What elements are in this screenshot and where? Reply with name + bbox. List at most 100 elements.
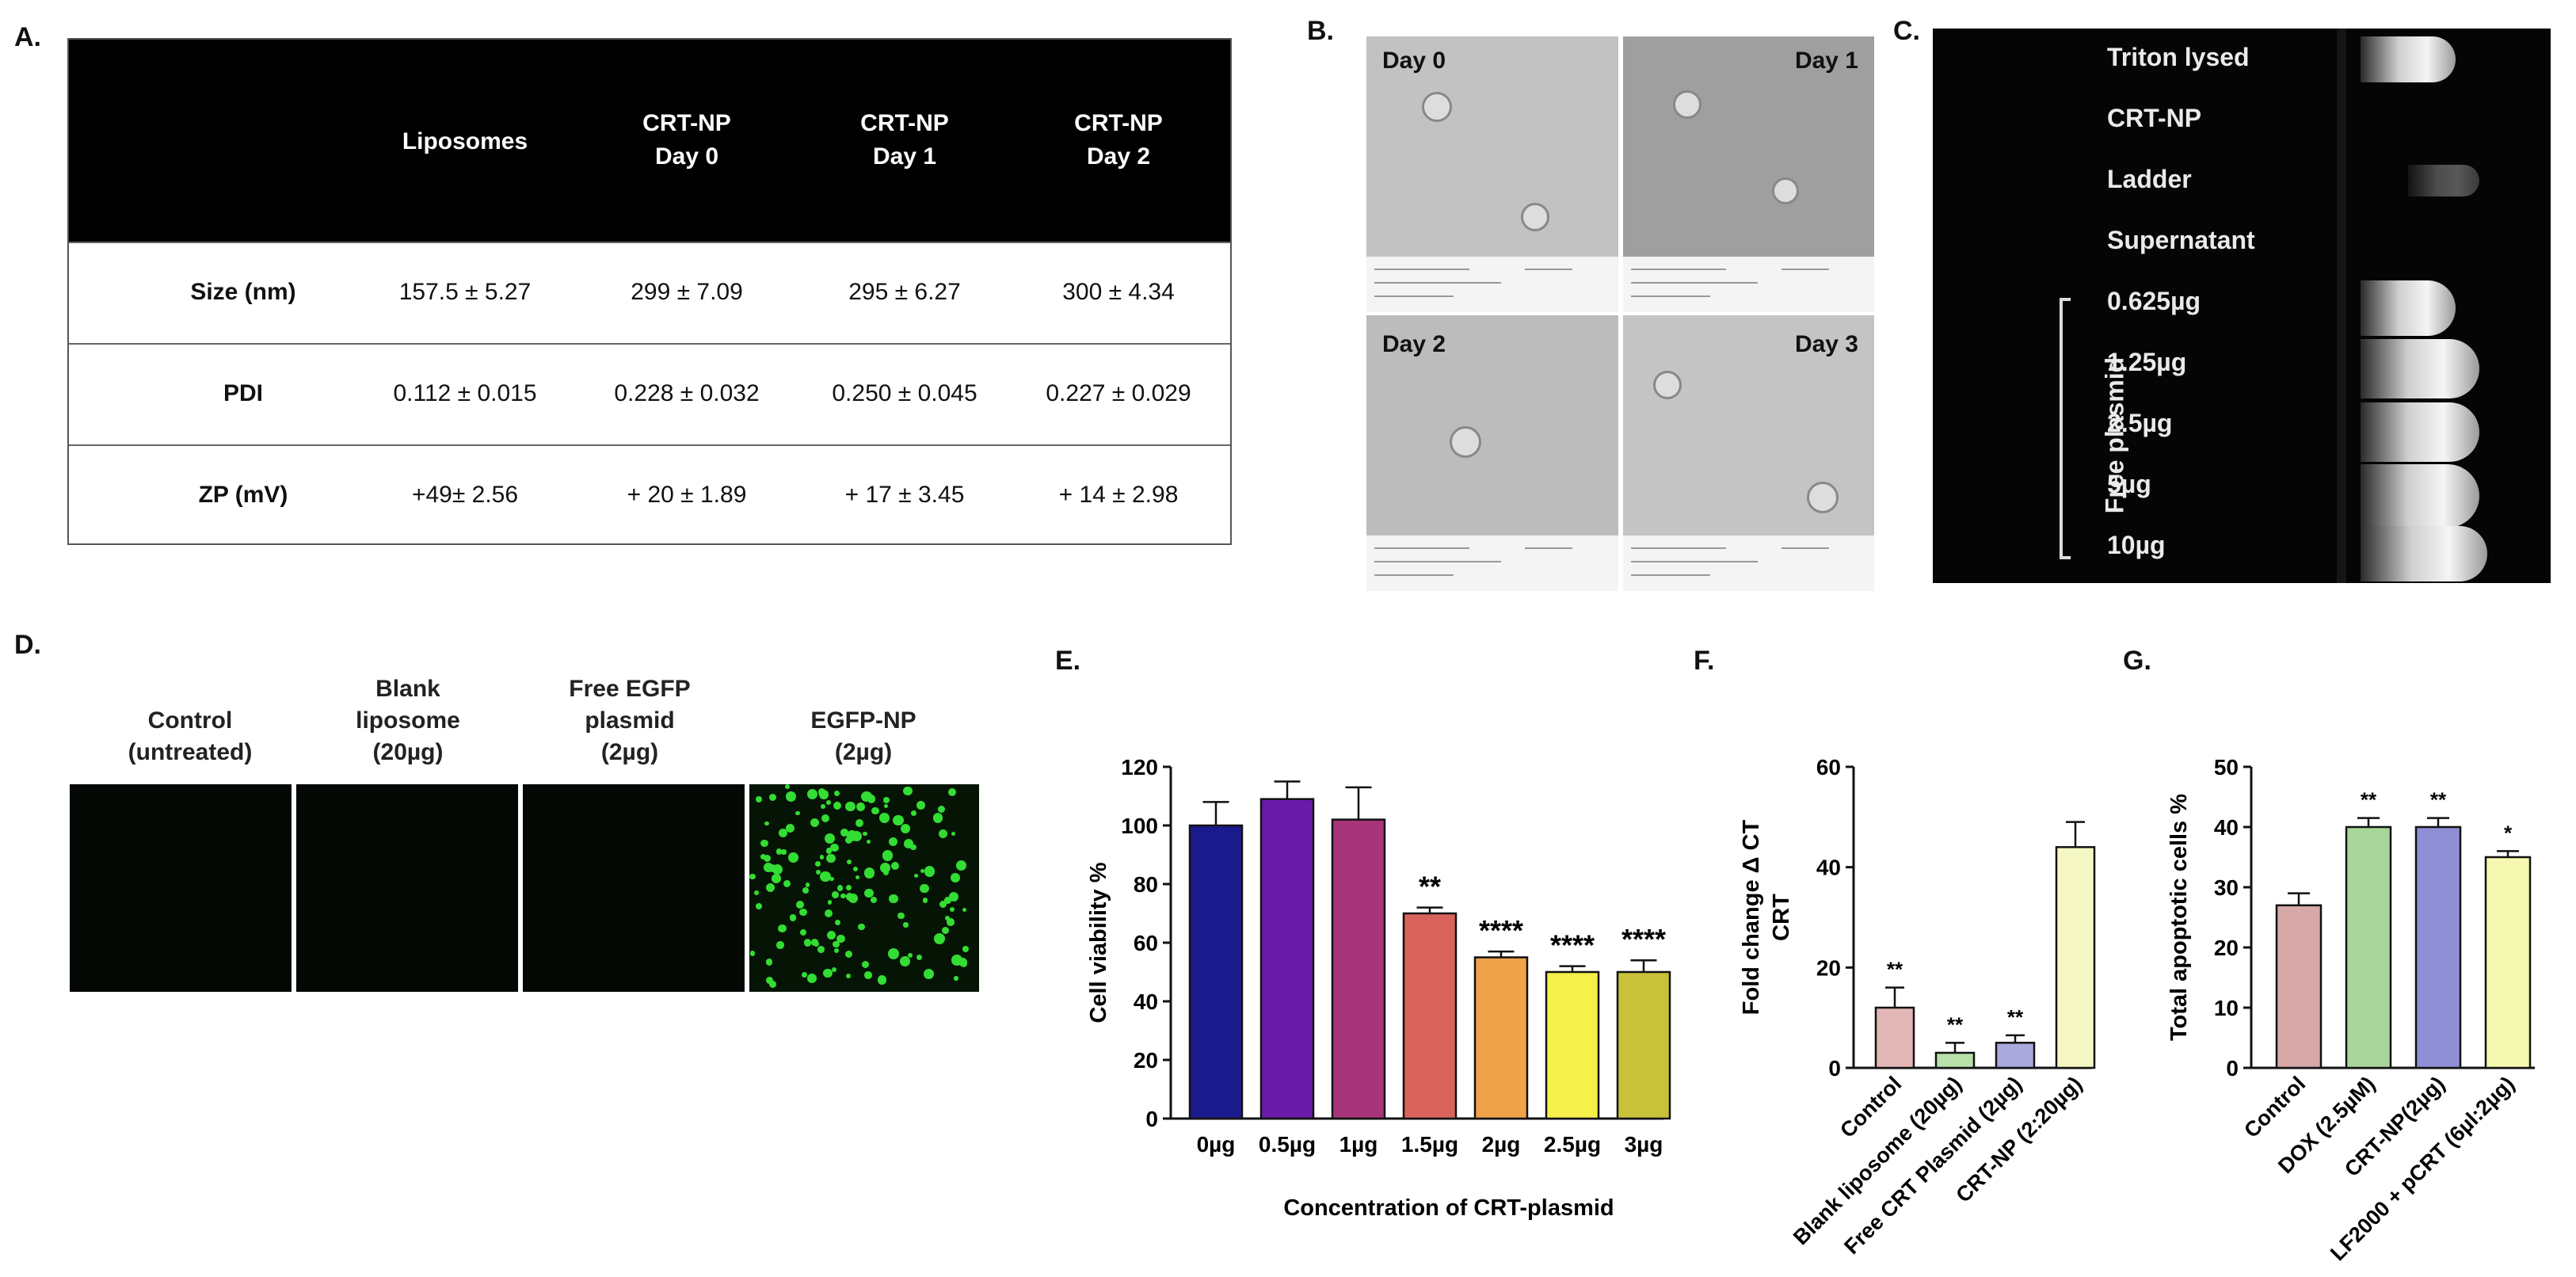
x-tick-label: 0.5µg <box>1259 1132 1316 1157</box>
micro-label-free-egfp: Free EGFP plasmid (2µg) <box>569 676 691 765</box>
fluorescent-cell <box>844 950 853 959</box>
significance-marker: ** <box>2430 788 2447 812</box>
table-header-day0: CRT-NP Day 0 <box>642 110 731 170</box>
fluorescent-cell <box>760 839 768 848</box>
nanoparticle <box>1807 482 1839 513</box>
micro-label-egfp-np: EGFP-NP (2µg) <box>810 707 916 765</box>
y-axis-label: Total apoptotic cells % <box>2166 794 2192 1041</box>
fluorescent-cell <box>829 843 839 852</box>
significance-marker: ** <box>2007 1005 2024 1029</box>
fluorescent-cell <box>939 900 947 908</box>
bar <box>2484 856 2532 1069</box>
fluorescent-cell <box>766 882 775 892</box>
bar <box>1616 970 1671 1120</box>
fluorescent-cell <box>833 801 842 810</box>
table-row: ZP (mV) +49± 2.56 + 20 ± 1.89 + 17 ± 3.4… <box>69 444 1230 545</box>
y-tick-label: 20 <box>2214 936 2239 960</box>
fluorescent-cell <box>788 852 798 863</box>
fluorescent-cell <box>833 940 840 948</box>
fluorescent-cell <box>848 894 859 903</box>
fluorescent-cell <box>871 806 879 815</box>
fluorescent-cell <box>866 839 871 844</box>
fluorescent-cell <box>835 920 841 926</box>
fluorescent-cell <box>900 824 910 834</box>
nanoparticle <box>1673 90 1701 119</box>
cell: 0.227 ± 0.029 <box>1046 380 1191 406</box>
micro-image-control <box>70 784 292 992</box>
nanoparticle <box>1653 371 1682 399</box>
gel-band <box>2361 36 2456 82</box>
fluorescent-cell <box>836 885 843 891</box>
fluorescent-cell <box>897 912 905 920</box>
significance-marker: ** <box>1947 1012 1964 1036</box>
fluorescent-cell <box>781 849 787 855</box>
fluorescent-cell <box>822 968 833 978</box>
fluorescent-cell <box>864 888 874 898</box>
x-tick-label: 1µg <box>1339 1132 1378 1157</box>
table-row: Size (nm) 157.5 ± 5.27 299 ± 7.09 295 ± … <box>69 242 1230 343</box>
bar <box>1995 1042 2036 1069</box>
fluorescent-cell <box>814 940 820 947</box>
fluorescent-cell <box>847 860 852 864</box>
fluorescent-cell <box>834 947 840 953</box>
fluorescent-cell <box>856 802 866 812</box>
fluorescent-cell <box>884 803 889 808</box>
panel-label-e: E. <box>1055 646 1081 676</box>
y-tick-label: 20 <box>1134 1048 1158 1073</box>
cell: 300 ± 4.34 <box>1062 279 1175 305</box>
fluorescent-cell <box>923 968 935 980</box>
gel-bracket <box>2060 298 2063 559</box>
bar <box>1473 956 1529 1120</box>
fluorescent-cell <box>825 800 831 806</box>
fluorescent-cell <box>888 837 898 847</box>
fluorescent-cell <box>954 976 958 981</box>
row-label-size: Size (nm) <box>190 279 296 305</box>
bar <box>2275 904 2323 1069</box>
significance-marker: ** <box>2361 788 2377 812</box>
characterization-table: Liposomes CRT-NP Day 0 CRT-NP Day 1 CRT-… <box>67 38 1232 545</box>
fluorescent-cell <box>825 853 836 863</box>
fluorescent-cell <box>853 866 859 871</box>
fluorescent-cell <box>831 890 839 898</box>
significance-marker: **** <box>1479 914 1523 947</box>
fluorescent-cell <box>799 908 807 917</box>
x-tick-label: 0µg <box>1197 1132 1236 1157</box>
micro-image-egfp-np <box>749 784 979 992</box>
fluorescent-cell <box>825 848 833 854</box>
gel-band <box>2361 280 2456 336</box>
fluorescent-cell <box>749 873 756 880</box>
panel-label-g: G. <box>2123 646 2151 676</box>
fluorescent-cell <box>795 810 800 816</box>
panel-label-c: C. <box>1893 16 1920 46</box>
gel-well-line <box>2337 29 2346 583</box>
fluorescent-cell <box>783 879 791 887</box>
fluorescent-cell <box>834 790 840 796</box>
gel-electrophoresis-image: Triton lysed CRT-NP Ladder Supernatant 0… <box>1933 29 2551 583</box>
tem-day0-label: Day 0 <box>1382 48 1446 74</box>
table-header-day2: CRT-NP Day 2 <box>1074 110 1163 170</box>
bar <box>2055 846 2096 1069</box>
row-label-zp: ZP (mV) <box>198 482 288 508</box>
y-tick-label: 10 <box>2214 996 2239 1020</box>
fluorescent-cell <box>786 791 796 802</box>
fluorescent-cell <box>802 972 808 978</box>
fluorescent-cell <box>864 867 875 879</box>
fluorescent-cell <box>760 853 767 860</box>
y-tick-label: 80 <box>1134 872 1158 897</box>
gel-lane-label: 2.5µg <box>2107 409 2173 437</box>
fluorescent-cell <box>766 959 773 966</box>
fluorescent-cell <box>829 876 834 882</box>
fluorescent-cell <box>778 924 787 933</box>
nanoparticle <box>1450 426 1481 458</box>
fluorescent-cell <box>768 793 776 801</box>
fluorescent-cell <box>862 831 867 837</box>
fluorescent-cell <box>947 918 955 926</box>
fluorescent-cell <box>806 789 817 800</box>
fluorescent-cell <box>827 930 836 940</box>
fluorescent-cell <box>920 883 929 894</box>
y-tick-label: 0 <box>1828 1056 1841 1081</box>
fluorescent-cell <box>824 833 835 844</box>
fluorescent-cell <box>817 946 825 953</box>
gel-lane-label: Supernatant <box>2107 226 2255 254</box>
